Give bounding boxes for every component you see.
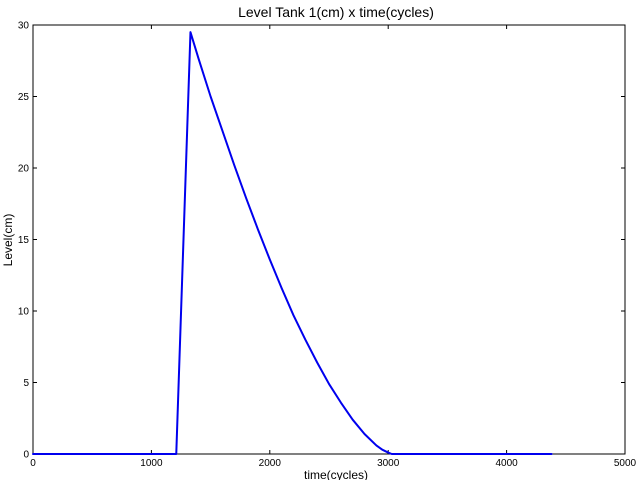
y-axis-label: Level(cm) bbox=[1, 214, 15, 267]
x-tick-label: 0 bbox=[30, 458, 36, 469]
series-layer bbox=[32, 31, 553, 455]
y-tick-label: 5 bbox=[23, 378, 29, 389]
x-tick-label: 4000 bbox=[495, 458, 518, 469]
y-tick-label: 15 bbox=[18, 235, 30, 246]
x-tick-label: 2000 bbox=[259, 458, 282, 469]
chart-title: Level Tank 1(cm) x time(cycles) bbox=[238, 4, 434, 20]
x-tick-label: 5000 bbox=[614, 458, 637, 469]
plot-frame bbox=[32, 24, 626, 455]
x-tick-label: 3000 bbox=[377, 458, 400, 469]
y-tick-label: 10 bbox=[18, 307, 30, 318]
y-tick-label: 0 bbox=[23, 450, 29, 461]
x-tick-label: 1000 bbox=[140, 458, 163, 469]
axis-ticks: 0 1000 2000 3000 4000 5000 0 5 10 15 20 25 30 bbox=[18, 21, 637, 470]
y-tick-label: 20 bbox=[18, 164, 30, 175]
x-axis-label: time(cycles) bbox=[304, 468, 368, 480]
y-tick-label: 30 bbox=[18, 21, 30, 32]
series-line bbox=[32, 31, 553, 455]
y-tick-label: 25 bbox=[18, 92, 30, 103]
